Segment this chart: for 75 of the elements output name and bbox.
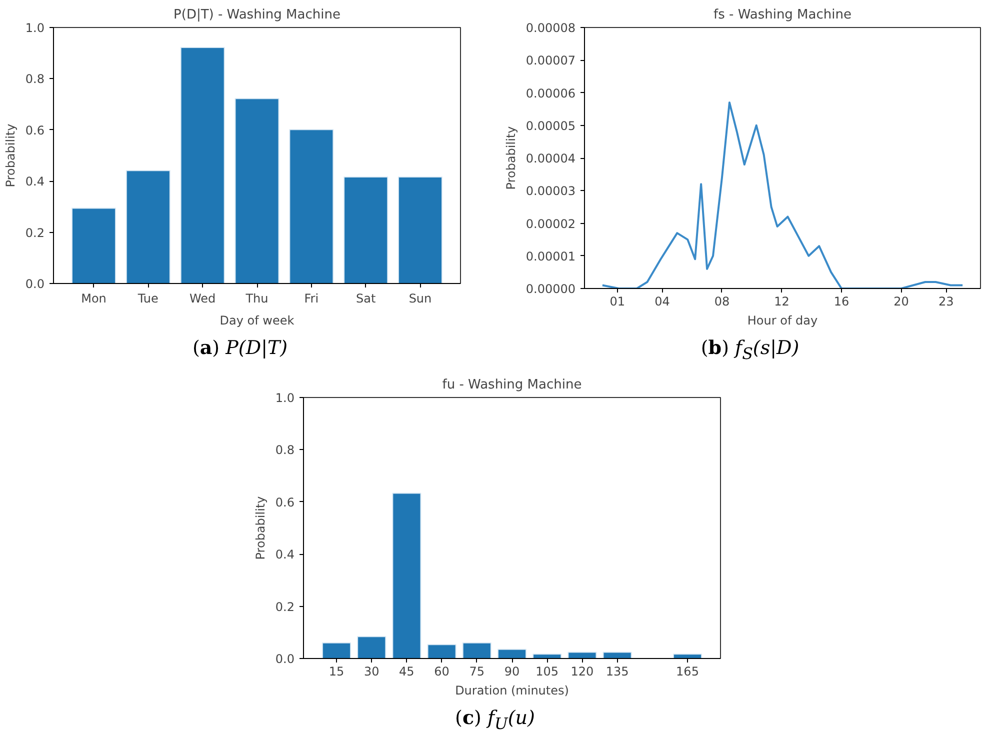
x-tick-label: Tue (136, 292, 158, 306)
line-series (601, 102, 964, 288)
y-tick-label: 0.0 (25, 277, 45, 291)
text: (b) f$_{S}$(s|D) (700, 336, 800, 365)
x-tick-label: 135 (606, 664, 629, 678)
x-tick-label: 08 (714, 294, 730, 308)
x-tick-label: 01 (610, 294, 626, 308)
y-tick-label: 0.00006 (526, 86, 576, 100)
bar (126, 170, 170, 284)
bar (462, 642, 492, 658)
y-tick-label: 0.00003 (526, 184, 576, 198)
chart-title: fu - Washing Machine (442, 378, 582, 392)
y-axis-title: Probability (504, 126, 518, 190)
text: (a) P(D|T) (192, 336, 288, 361)
y-tick-label: 0.8 (275, 443, 295, 458)
y-tick-label: 1.0 (25, 21, 45, 35)
y-tick-label: 0.8 (25, 72, 45, 86)
x-axis-title: Day of week (220, 314, 294, 328)
bar (344, 176, 388, 284)
x-tick-label: Thu (244, 292, 268, 306)
bar (392, 492, 422, 658)
bar (289, 129, 334, 284)
bar (322, 642, 352, 658)
x-tick-label: 16 (834, 294, 850, 308)
y-axis-title: Probability (3, 124, 18, 188)
text: (c) f$_{U}$(u) (455, 706, 535, 735)
y-tick-label: 0.2 (275, 600, 295, 614)
y-tick-label: 0.4 (275, 548, 295, 562)
y-tick-label: 0.0 (275, 652, 295, 666)
y-tick-label: 0.6 (25, 123, 45, 138)
bar (568, 652, 597, 658)
bar (672, 654, 702, 658)
x-tick-label: Fri (304, 292, 319, 306)
y-tick-label: 0.00005 (526, 118, 576, 133)
x-tick-label: 30 (364, 664, 380, 678)
y-tick-label: 0.00004 (526, 152, 576, 166)
x-tick-label: 04 (654, 294, 670, 308)
bar (357, 636, 386, 658)
y-tick-label: 0.00008 (526, 21, 576, 35)
chart-title: fs - Washing Machine (714, 8, 852, 22)
x-tick-label: 15 (328, 664, 344, 678)
x-tick-label: 20 (894, 294, 909, 308)
x-tick-label: Mon (81, 292, 106, 306)
x-tick-label: 90 (504, 664, 520, 678)
x-tick-label: 23 (938, 294, 954, 308)
x-tick-label: 60 (434, 664, 450, 678)
bar (180, 46, 225, 284)
x-axis-title: Hour of day (747, 314, 818, 328)
x-tick-label: Sat (356, 292, 376, 306)
x-tick-label: 120 (570, 664, 594, 678)
y-tick-label: 0.4 (25, 174, 45, 189)
y-tick-label: 0.00007 (526, 54, 576, 68)
bar (602, 652, 632, 658)
bar (398, 176, 442, 284)
y-tick-label: 0.6 (275, 495, 295, 510)
x-tick-label: 165 (676, 664, 699, 678)
bar (72, 208, 116, 284)
y-tick-label: 0.00001 (526, 249, 576, 264)
y-tick-label: 0.00000 (526, 282, 576, 296)
x-tick-label: 45 (399, 664, 414, 678)
bar (532, 654, 562, 658)
x-tick-label: 105 (536, 664, 559, 678)
bar (427, 644, 456, 658)
x-axis-title: Duration (minutes) (455, 684, 569, 698)
bar (497, 648, 527, 658)
x-tick-label: 75 (469, 664, 485, 678)
y-tick-label: 0.2 (25, 226, 45, 240)
chart-title: P(D|T) - Washing Machine (174, 8, 340, 22)
x-tick-label: Wed (190, 292, 216, 306)
y-axis-title: Probability (253, 496, 268, 560)
x-tick-label: Sun (408, 292, 432, 306)
x-tick-label: 12 (774, 294, 790, 308)
y-tick-label: 1.0 (275, 391, 295, 405)
bar (234, 98, 280, 284)
y-tick-label: 0.00002 (526, 216, 576, 231)
